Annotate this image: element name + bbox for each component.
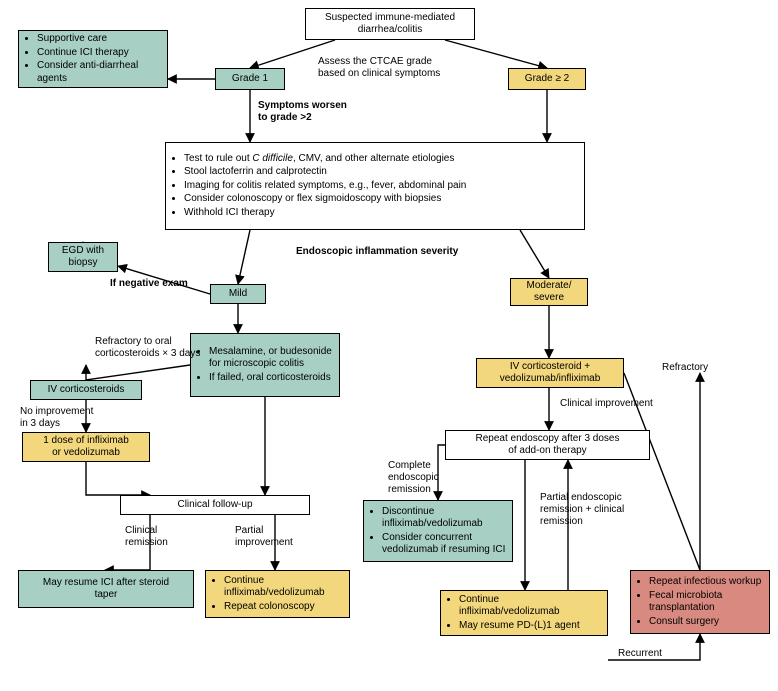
node-supportive-item: Supportive care: [37, 33, 161, 46]
node-grade2-text: Grade ≥ 2: [525, 73, 569, 86]
label-partEndoRem: Partial endoscopic remission + clinical …: [540, 492, 670, 528]
node-mesalamine-item: If failed, oral corticosteroids: [209, 372, 333, 385]
node-supportive: Supportive careContinue ICI therapyConsi…: [18, 30, 168, 88]
node-contInfVedo2-item: Continue infliximab/vedolizumab: [459, 594, 601, 619]
label-recurrent: Recurrent: [618, 648, 698, 660]
node-supportive-item: Consider anti-diarrheal agents: [37, 60, 161, 85]
node-mild-text: Mild: [229, 288, 247, 301]
node-grade2: Grade ≥ 2: [508, 68, 586, 90]
node-discontinue-item: Consider concurrent vedolizumab if resum…: [382, 532, 506, 557]
node-egd: EGD withbiopsy: [48, 242, 118, 272]
node-contInfVedo2: Continue infliximab/vedolizumabMay resum…: [440, 590, 608, 636]
label-endoSeverity: Endoscopic inflammation severity: [296, 246, 516, 258]
node-resumeICI: May resume ICI after steroidtaper: [18, 570, 194, 608]
label-worsen: Symptoms worsen to grade >2: [258, 100, 378, 124]
node-tests-item: Withhold ICI therapy: [184, 207, 466, 220]
label-partImp: Partial improvement: [235, 525, 325, 549]
label-refrOral: Refractory to oral corticosteroids × 3 d…: [95, 336, 235, 360]
label-clinRem: Clinical remission: [125, 525, 195, 549]
node-tests-item: Consider colonoscopy or flex sigmoidosco…: [184, 193, 466, 206]
label-assess: Assess the CTCAE grade based on clinical…: [318, 56, 478, 80]
arrow-mesalamine-l: [86, 365, 190, 380]
node-inflix1: 1 dose of infliximabor vedolizumab: [22, 432, 150, 462]
node-contInfVedo-item: Repeat colonoscopy: [224, 601, 343, 614]
node-discontinue-item: Discontinue infliximab/vedolizumab: [382, 506, 506, 531]
node-refractory-item: Consult surgery: [649, 616, 763, 629]
label-compEndoRem: Complete endoscopic remission: [388, 460, 468, 496]
flowchart-stage: Suspected immune-mediateddiarrhea/coliti…: [0, 0, 778, 691]
node-ivcort2-text: IV corticosteroid +vedolizumab/inflixima…: [500, 361, 601, 386]
node-tests-item: Imaging for colitis related symptoms, e.…: [184, 180, 466, 193]
node-grade1-text: Grade 1: [232, 73, 268, 86]
node-ivcort1: IV corticosteroids: [30, 380, 142, 400]
node-tests-item: Stool lactoferrin and calprotectin: [184, 166, 466, 179]
node-ivcort2: IV corticosteroid +vedolizumab/inflixima…: [476, 358, 624, 388]
node-refractory-item: Repeat infectious workup: [649, 576, 763, 589]
arrow-tests-right: [520, 230, 549, 278]
node-modsev-text: Moderate/severe: [526, 280, 571, 305]
label-clinImp: Clinical improvement: [560, 398, 690, 410]
node-modsev: Moderate/severe: [510, 278, 588, 306]
node-inflix1-text: 1 dose of infliximabor vedolizumab: [43, 435, 129, 460]
node-contInfVedo2-item: May resume PD-(L)1 agent: [459, 620, 601, 633]
node-repeatEndo: Repeat endoscopy after 3 dosesof add-on …: [445, 430, 650, 460]
node-egd-text: EGD withbiopsy: [62, 245, 104, 270]
node-refractory-item: Fecal microbiota transplantation: [649, 590, 763, 615]
label-refrLabel: Refractory: [662, 362, 742, 374]
node-ivcort1-text: IV corticosteroids: [48, 384, 125, 397]
label-ifNeg: If negative exam: [110, 278, 220, 290]
node-supportive-item: Continue ICI therapy: [37, 47, 161, 60]
node-contInfVedo: Continue infliximab/vedolizumabRepeat co…: [205, 570, 350, 618]
node-clinfu-text: Clinical follow-up: [177, 499, 252, 512]
node-start: Suspected immune-mediateddiarrhea/coliti…: [305, 8, 475, 40]
node-contInfVedo-item: Continue infliximab/vedolizumab: [224, 575, 343, 600]
node-tests-item: Test to rule out C difficile, CMV, and o…: [184, 153, 466, 166]
node-resumeICI-text: May resume ICI after steroidtaper: [43, 577, 169, 602]
arrow-inflix1-down: [86, 462, 150, 495]
arrow-tests-left: [238, 230, 250, 284]
node-repeatEndo-text: Repeat endoscopy after 3 dosesof add-on …: [476, 433, 620, 458]
node-start-text: Suspected immune-mediateddiarrhea/coliti…: [325, 12, 455, 37]
node-refractory: Repeat infectious workupFecal microbiota…: [630, 570, 770, 634]
label-noImprove: No improvement in 3 days: [20, 406, 130, 430]
node-clinfu: Clinical follow-up: [120, 495, 310, 515]
node-discontinue: Discontinue infliximab/vedolizumabConsid…: [363, 500, 513, 562]
node-grade1: Grade 1: [215, 68, 285, 90]
node-tests: Test to rule out C difficile, CMV, and o…: [165, 142, 585, 230]
